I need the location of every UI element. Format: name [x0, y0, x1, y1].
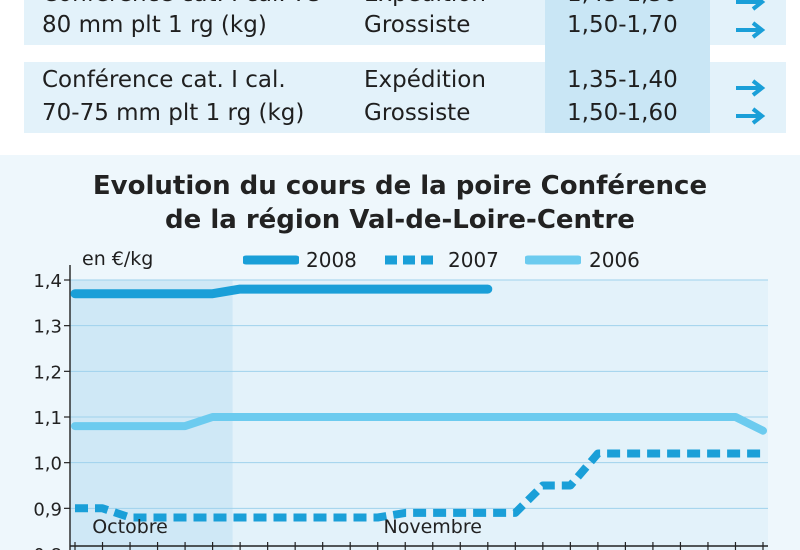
legend-label-2008: 2008: [306, 248, 357, 272]
x-month-label: Novembre: [384, 516, 482, 538]
product-label-line2: 80 mm plt 1 rg (kg): [42, 12, 267, 38]
chart-title-line2: de la région Val-de-Loire-Centre: [165, 205, 635, 235]
legend-swatch-2008: [243, 255, 299, 265]
legend-label-2006: 2006: [589, 248, 640, 272]
legend-swatch-2007: [385, 255, 435, 265]
y-tick-label: 0,8: [33, 545, 62, 550]
trend-stable-arrow-icon: [736, 0, 766, 11]
y-tick-label: 1,2: [33, 362, 62, 383]
legend-label-2007: 2007: [448, 248, 499, 272]
trend-stable-arrow-icon: [736, 107, 766, 125]
market-label: Grossiste: [364, 100, 471, 126]
product-label-line1: Conférence cat. I cal. 75: [42, 0, 322, 10]
y-tick-label: 1,4: [33, 271, 62, 292]
trend-stable-arrow-icon: [736, 79, 766, 97]
chart-title-line1: Evolution du cours de la poire Conférenc…: [92, 171, 708, 201]
y-tick-label: 1,0: [33, 454, 62, 475]
price-value: 1,45-1,50: [567, 0, 678, 10]
price-value: 1,35-1,40: [567, 67, 678, 93]
series-line-2006: [71, 413, 767, 435]
market-label: Grossiste: [364, 12, 471, 38]
y-tick-label: 0,9: [33, 499, 62, 520]
product-label-line2: 70-75 mm plt 1 rg (kg): [42, 100, 305, 126]
price-value: 1,50-1,70: [567, 12, 678, 38]
series-line-2007: [75, 449, 763, 522]
y-tick-label: 1,3: [33, 317, 62, 338]
market-label: Expédition: [364, 67, 486, 93]
y-tick-label: 1,1: [33, 408, 62, 429]
trend-stable-arrow-icon: [736, 21, 766, 39]
series-line-2008: [70, 284, 493, 299]
x-month-label: Octobre: [92, 516, 168, 538]
y-unit-label: en €/kg: [82, 248, 154, 270]
product-label-line1: Conférence cat. I cal.: [42, 67, 286, 93]
price-value: 1,50-1,60: [567, 100, 678, 126]
legend-swatch-2006: [525, 255, 581, 265]
price-column-highlight: [545, 0, 710, 133]
market-label: Expédition: [364, 0, 486, 10]
